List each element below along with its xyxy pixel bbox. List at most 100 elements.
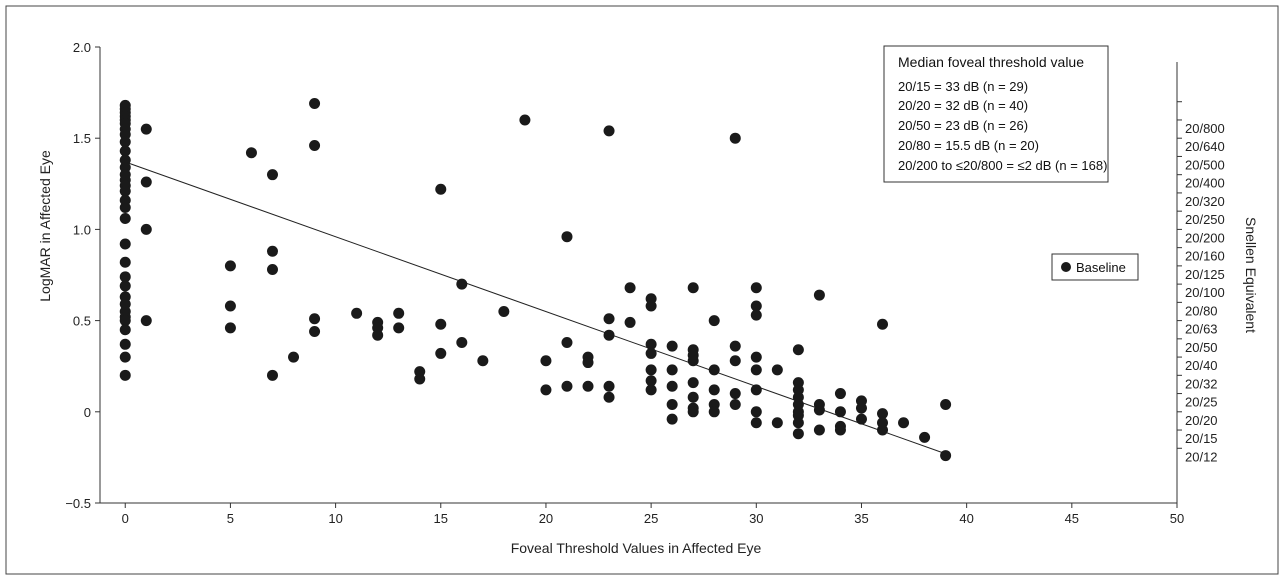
data-point bbox=[771, 364, 783, 376]
y2-tick-label: 20/800 bbox=[1185, 121, 1225, 136]
x-tick-label: 5 bbox=[227, 511, 234, 526]
data-point bbox=[687, 355, 699, 367]
info-box-line: 20/50 = 23 dB (n = 26) bbox=[898, 118, 1028, 133]
data-point bbox=[666, 413, 678, 425]
data-point bbox=[140, 315, 152, 327]
data-point bbox=[540, 355, 552, 367]
data-point bbox=[645, 364, 657, 376]
data-point bbox=[372, 329, 384, 341]
y2-tick-label: 20/400 bbox=[1185, 176, 1225, 191]
info-box-line: 20/15 = 33 dB (n = 29) bbox=[898, 79, 1028, 94]
legend-label: Baseline bbox=[1076, 260, 1126, 275]
data-point bbox=[666, 399, 678, 411]
y-tick-label: 0 bbox=[84, 405, 91, 420]
data-point bbox=[813, 404, 825, 416]
data-point bbox=[119, 185, 131, 197]
data-point bbox=[393, 322, 405, 334]
data-point bbox=[119, 369, 131, 381]
data-point bbox=[119, 256, 131, 268]
plot-layer: 0 5 10 15 20 25 30 35 40 45 50 −0.5 0 0.5 1.0 1.5 2.0 20/… bbox=[65, 40, 1224, 526]
data-point bbox=[603, 313, 615, 325]
x-tick-label: 0 bbox=[122, 511, 129, 526]
data-point bbox=[561, 231, 573, 243]
data-point bbox=[119, 238, 131, 250]
data-point bbox=[750, 384, 762, 396]
data-point bbox=[456, 278, 468, 290]
info-box-title: Median foveal threshold value bbox=[898, 54, 1084, 70]
data-point bbox=[687, 377, 699, 389]
info-box-line: 20/200 to ≤20/800 = ≤2 dB (n = 168) bbox=[898, 158, 1107, 173]
y2-tick-label: 20/500 bbox=[1185, 157, 1225, 172]
info-box-line: 20/80 = 15.5 dB (n = 20) bbox=[898, 138, 1039, 153]
data-point bbox=[708, 384, 720, 396]
data-point bbox=[750, 406, 762, 418]
y2-tick-label: 20/250 bbox=[1185, 212, 1225, 227]
data-point bbox=[708, 364, 720, 376]
data-point bbox=[898, 417, 910, 429]
data-point bbox=[119, 136, 131, 148]
data-point bbox=[603, 391, 615, 403]
data-point bbox=[140, 123, 152, 135]
data-point bbox=[919, 431, 931, 443]
data-point bbox=[940, 450, 952, 462]
data-point bbox=[519, 114, 531, 126]
y-tick-label: 1.5 bbox=[73, 131, 91, 146]
data-point bbox=[666, 340, 678, 352]
data-point bbox=[435, 318, 447, 330]
data-point bbox=[119, 324, 131, 336]
data-point bbox=[582, 380, 594, 392]
data-point bbox=[582, 357, 594, 369]
data-point bbox=[645, 300, 657, 312]
info-box-frame bbox=[883, 45, 1109, 183]
data-point bbox=[792, 428, 804, 440]
info-box: Median foveal threshold value 20/15 = 33… bbox=[883, 45, 1109, 183]
x-tick-label: 10 bbox=[328, 511, 342, 526]
data-point bbox=[266, 169, 278, 181]
legend: Baseline bbox=[1051, 253, 1139, 281]
data-point bbox=[435, 183, 447, 195]
y2-tick-label: 20/100 bbox=[1185, 285, 1225, 300]
trend-line bbox=[125, 161, 946, 455]
y2-tick-label: 20/200 bbox=[1185, 230, 1225, 245]
data-point bbox=[750, 364, 762, 376]
data-point bbox=[729, 388, 741, 400]
data-point bbox=[750, 351, 762, 363]
y2-tick-label: 20/32 bbox=[1185, 376, 1218, 391]
data-point bbox=[309, 313, 321, 325]
y2-tick-label: 20/20 bbox=[1185, 413, 1218, 428]
data-point bbox=[477, 355, 489, 367]
data-point bbox=[813, 289, 825, 301]
data-point bbox=[645, 375, 657, 387]
data-point bbox=[687, 406, 699, 418]
data-point bbox=[940, 399, 952, 411]
y2-tick-label: 20/40 bbox=[1185, 358, 1218, 373]
y2-axis-title: Snellen Equivalent bbox=[1243, 217, 1259, 333]
data-point bbox=[645, 384, 657, 396]
data-point bbox=[309, 139, 321, 151]
x-axis-title: Foveal Threshold Values in Affected Eye bbox=[511, 540, 762, 556]
data-point bbox=[245, 147, 257, 159]
data-point bbox=[435, 347, 447, 359]
y2-tick-label: 20/160 bbox=[1185, 249, 1225, 264]
data-point bbox=[877, 424, 889, 436]
data-point bbox=[119, 271, 131, 283]
legend-marker bbox=[1061, 262, 1071, 272]
data-point bbox=[645, 338, 657, 350]
data-point bbox=[140, 223, 152, 235]
data-point bbox=[771, 417, 783, 429]
data-point bbox=[729, 340, 741, 352]
data-point bbox=[119, 145, 131, 157]
data-point bbox=[624, 316, 636, 328]
data-point bbox=[750, 300, 762, 312]
data-point bbox=[855, 413, 867, 425]
data-point bbox=[834, 424, 846, 436]
data-point bbox=[666, 380, 678, 392]
data-point bbox=[393, 307, 405, 319]
data-point bbox=[414, 373, 426, 385]
data-point bbox=[119, 280, 131, 292]
data-point bbox=[666, 364, 678, 376]
y-tick-label: −0.5 bbox=[65, 496, 91, 511]
y-tick-label: 0.5 bbox=[73, 314, 91, 329]
data-point bbox=[224, 300, 236, 312]
y2-tick-label: 20/320 bbox=[1185, 194, 1225, 209]
